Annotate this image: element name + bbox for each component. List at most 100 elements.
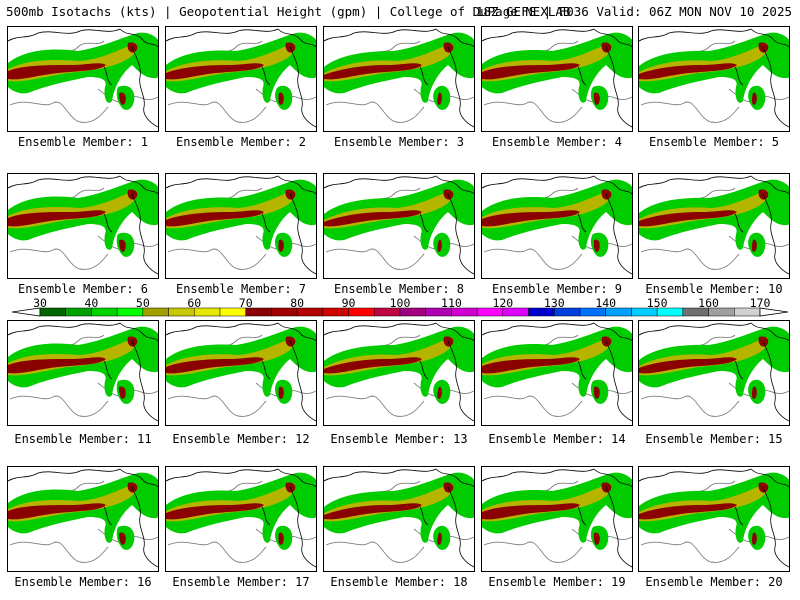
coastlines	[8, 468, 158, 568]
ensemble-map	[639, 468, 789, 568]
ensemble-panel[interactable]	[638, 173, 790, 279]
ensemble-panel[interactable]	[323, 173, 475, 279]
colorbar-segment	[502, 307, 529, 317]
colorbar-tick: 160	[698, 296, 719, 310]
coastlines	[639, 468, 789, 568]
coastlines	[482, 322, 632, 422]
coastlines	[166, 322, 316, 422]
coastlines	[166, 175, 316, 275]
ensemble-panel[interactable]	[165, 26, 317, 132]
map-header: 500mb Isotachs (kts) | Geopotential Heig…	[6, 2, 796, 22]
coastlines	[482, 175, 632, 275]
ensemble-panel[interactable]	[323, 26, 475, 132]
ensemble-panel[interactable]	[7, 320, 159, 426]
colorbar-tick: 70	[238, 296, 253, 310]
coastlines	[639, 322, 789, 422]
isotach-shading	[324, 32, 474, 110]
isotach-shading	[324, 179, 474, 257]
ensemble-panel[interactable]	[165, 320, 317, 426]
colorbar-low-arrow	[11, 307, 41, 317]
ensemble-panel[interactable]	[7, 466, 159, 572]
ensemble-member-label: Ensemble Member: 12	[172, 432, 310, 446]
colorbar-segment	[451, 307, 478, 317]
colorbar-tick: 60	[187, 296, 202, 310]
isotach-shading	[8, 326, 158, 404]
ensemble-map	[639, 28, 789, 128]
colorbar-segment	[245, 307, 272, 317]
colorbar-segment	[374, 307, 401, 317]
ensemble-panel[interactable]	[323, 466, 475, 572]
colorbar-segment	[656, 307, 684, 317]
ensemble-panel[interactable]	[638, 26, 790, 132]
isotach-shading	[639, 179, 789, 257]
colorbar-tick: 40	[84, 296, 99, 310]
ensemble-panel[interactable]	[481, 26, 633, 132]
ensemble-map	[482, 468, 632, 568]
ensemble-member-label: Ensemble Member: 8	[333, 282, 465, 296]
isotach-shading	[8, 472, 158, 550]
ensemble-member-label: Ensemble Member: 9	[491, 282, 623, 296]
ensemble-member-label: Ensemble Member: 7	[175, 282, 307, 296]
ensemble-map	[639, 175, 789, 275]
coastlines	[166, 28, 316, 128]
coastlines	[639, 175, 789, 275]
colorbar-segment	[476, 307, 504, 317]
ensemble-panel[interactable]	[481, 466, 633, 572]
colorbar-segment	[116, 307, 144, 317]
ensemble-panel[interactable]	[481, 173, 633, 279]
coastlines	[8, 175, 158, 275]
ensemble-member-label: Ensemble Member: 6	[17, 282, 149, 296]
ensemble-map	[639, 322, 789, 422]
colorbar-tick: 150	[646, 296, 668, 310]
colorbar-tick: 30	[33, 296, 47, 310]
colorbar-segment	[734, 307, 761, 317]
ensemble-map	[324, 322, 474, 422]
ensemble-member-label: Ensemble Member: 5	[648, 135, 780, 149]
coastlines	[8, 322, 158, 422]
ensemble-panel[interactable]	[165, 466, 317, 572]
ensemble-map	[166, 175, 316, 275]
isotach-shading	[639, 472, 789, 550]
ensemble-map	[166, 322, 316, 422]
isotach-shading	[482, 472, 632, 550]
colorbar-tick: 120	[492, 296, 514, 310]
colorbar-segment	[348, 307, 375, 317]
colorbar-tick: 90	[341, 296, 356, 310]
isotach-shading	[166, 179, 316, 257]
colorbar-tick: 110	[441, 296, 462, 310]
isotach-shading	[166, 32, 316, 110]
colorbar-high-arrow	[759, 307, 789, 317]
ensemble-member-label: Ensemble Member: 2	[175, 135, 307, 149]
coastlines	[482, 468, 632, 568]
coastlines	[166, 468, 316, 568]
ensemble-panel[interactable]	[638, 320, 790, 426]
ensemble-panel[interactable]	[7, 173, 159, 279]
coastlines	[324, 175, 474, 275]
ensemble-map	[8, 28, 158, 128]
model-run-info: 18Z GEFS | F036 Valid: 06Z MON NOV 10 20…	[475, 4, 792, 19]
isotach-shading	[482, 179, 632, 257]
ensemble-member-label: Ensemble Member: 4	[491, 135, 623, 149]
ensemble-panel[interactable]	[7, 26, 159, 132]
isotach-shading	[482, 326, 632, 404]
ensemble-panel[interactable]	[481, 320, 633, 426]
ensemble-member-label: Ensemble Member: 14	[488, 432, 626, 446]
ensemble-panel[interactable]	[323, 320, 475, 426]
isotach-shading	[8, 179, 158, 257]
ensemble-member-label: Ensemble Member: 20	[645, 575, 783, 589]
isotach-shading	[324, 472, 474, 550]
isotach-shading	[639, 32, 789, 110]
ensemble-panel[interactable]	[165, 173, 317, 279]
colorbar-segment	[605, 307, 632, 317]
ensemble-member-label: Ensemble Member: 1	[17, 135, 149, 149]
isotach-shading	[324, 326, 474, 404]
colorbar-segment	[168, 307, 195, 317]
colorbar-segment	[91, 307, 118, 317]
colorbar-segment	[142, 307, 169, 317]
colorbar-tick: 100	[389, 296, 411, 310]
ensemble-panel[interactable]	[638, 466, 790, 572]
colorbar-segment	[528, 307, 555, 317]
colorbar-segment	[554, 307, 581, 317]
isotach-shading	[166, 326, 316, 404]
colorbar-tick: 50	[135, 296, 150, 310]
